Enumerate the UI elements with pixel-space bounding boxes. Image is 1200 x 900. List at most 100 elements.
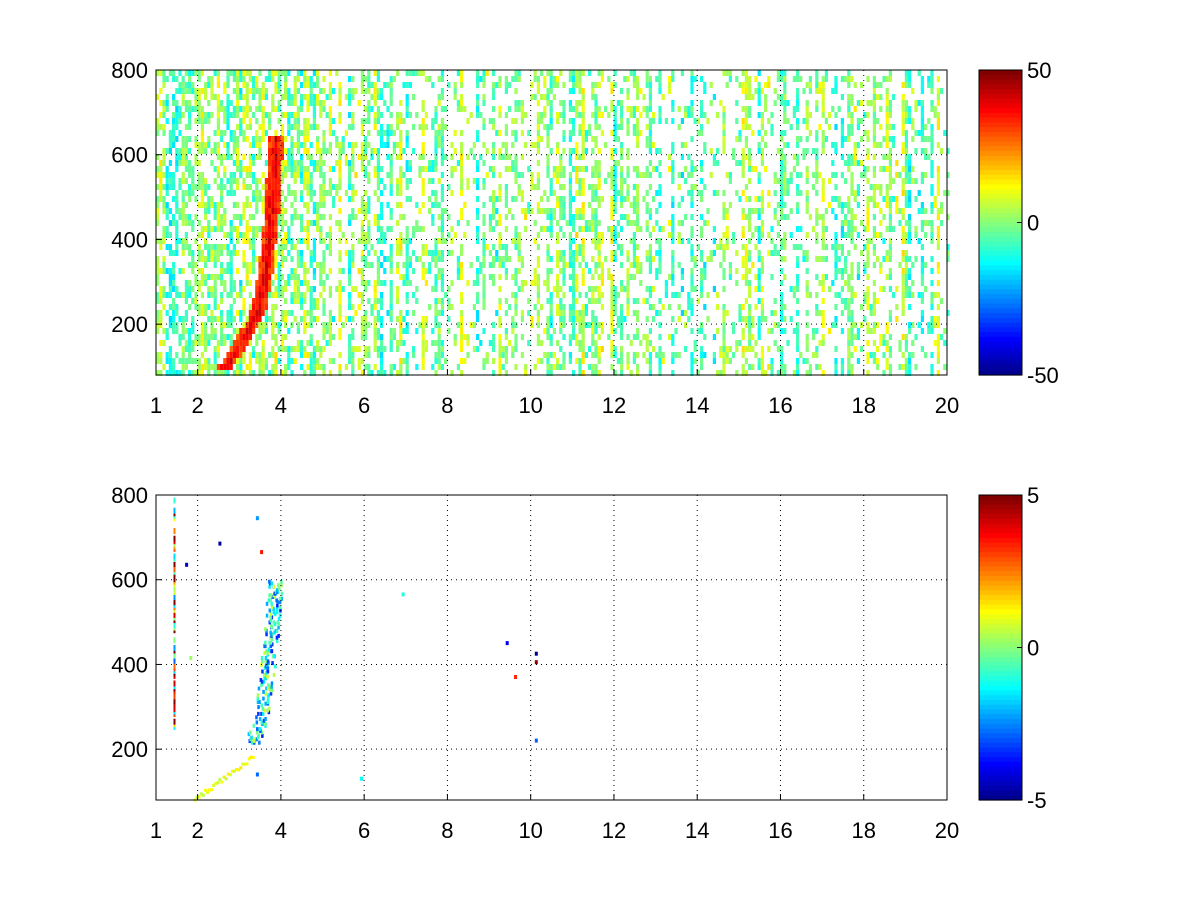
heatmap-cell bbox=[418, 172, 422, 178]
heatmap-cell bbox=[159, 196, 163, 202]
heatmap-cell bbox=[450, 142, 454, 148]
heatmap-cell bbox=[373, 304, 377, 310]
heatmap-cell bbox=[220, 226, 224, 232]
heatmap-cell bbox=[648, 214, 652, 220]
heatmap-cell bbox=[239, 130, 243, 136]
heatmap-cell bbox=[277, 322, 281, 328]
heatmap-cell bbox=[380, 352, 384, 358]
heatmap-cell bbox=[504, 226, 508, 232]
heatmap-cell bbox=[885, 358, 889, 364]
heatmap-cell bbox=[645, 358, 649, 364]
heatmap-cell bbox=[399, 136, 403, 142]
heatmap-cell bbox=[421, 142, 425, 148]
heatmap-cell bbox=[581, 280, 585, 286]
heatmap-cell bbox=[296, 88, 300, 94]
heatmap-cell bbox=[757, 226, 761, 232]
heatmap-cell bbox=[197, 340, 201, 346]
heatmap-cell bbox=[184, 316, 188, 322]
heatmap-cell bbox=[671, 292, 675, 298]
heatmap-cell bbox=[284, 316, 288, 322]
heatmap-cell bbox=[162, 70, 166, 76]
heatmap-cell bbox=[431, 364, 435, 370]
heatmap-cell bbox=[197, 106, 201, 112]
heatmap-cell bbox=[284, 82, 288, 88]
heatmap-cell bbox=[847, 358, 851, 364]
heatmap-cell bbox=[671, 352, 675, 358]
heatmap-cell bbox=[239, 334, 243, 340]
heatmap-cell bbox=[220, 364, 224, 370]
heatmap-cell bbox=[812, 148, 816, 154]
heatmap-cell bbox=[693, 76, 697, 82]
heatmap-cell bbox=[594, 220, 598, 226]
heatmap-cell bbox=[482, 244, 486, 250]
heatmap-cell bbox=[364, 334, 368, 340]
heatmap-cell bbox=[591, 208, 595, 214]
heatmap-cell bbox=[360, 232, 364, 238]
heatmap-cell bbox=[840, 358, 844, 364]
heatmap-cell bbox=[552, 352, 556, 358]
heatmap-cell bbox=[556, 142, 560, 148]
heatmap-cell bbox=[271, 178, 275, 184]
heatmap-cell bbox=[188, 166, 192, 172]
heatmap-cell bbox=[303, 172, 307, 178]
heatmap-cell bbox=[293, 94, 297, 100]
heatmap-cell bbox=[770, 130, 774, 136]
heatmap-cell bbox=[700, 124, 704, 130]
heatmap-cell bbox=[584, 148, 588, 154]
heatmap-cell bbox=[540, 226, 544, 232]
heatmap-cell bbox=[520, 280, 524, 286]
heatmap-cell bbox=[584, 304, 588, 310]
heatmap-cell bbox=[156, 172, 160, 178]
heatmap-cell bbox=[258, 124, 262, 130]
heatmap-cell bbox=[351, 184, 355, 190]
heatmap-cell bbox=[520, 208, 524, 214]
heatmap-cell bbox=[792, 106, 796, 112]
heatmap-cell bbox=[639, 130, 643, 136]
heatmap-cell bbox=[645, 256, 649, 262]
heatmap-cell bbox=[277, 76, 281, 82]
heatmap-cell bbox=[722, 70, 726, 76]
heatmap-cell bbox=[520, 334, 524, 340]
heatmap-cell bbox=[492, 190, 496, 196]
heatmap-cell bbox=[591, 292, 595, 298]
heatmap-cell bbox=[636, 82, 640, 88]
heatmap-cell bbox=[284, 232, 288, 238]
heatmap-cell bbox=[191, 358, 195, 364]
heatmap-cell bbox=[578, 316, 582, 322]
heatmap-cell bbox=[210, 202, 214, 208]
heatmap-cell bbox=[268, 244, 272, 250]
heatmap-cell bbox=[204, 214, 208, 220]
heatmap-cell bbox=[584, 226, 588, 232]
heatmap-cell bbox=[607, 268, 611, 274]
heatmap-cell bbox=[501, 346, 505, 352]
heatmap-cell bbox=[783, 112, 787, 118]
heatmap-cell bbox=[338, 310, 342, 316]
heatmap-cell bbox=[280, 334, 284, 340]
heatmap-cell bbox=[440, 274, 444, 280]
heatmap-cell bbox=[805, 196, 809, 202]
heatmap-cell bbox=[280, 310, 284, 316]
heatmap-cell bbox=[850, 292, 854, 298]
heatmap-cell bbox=[904, 340, 908, 346]
heatmap-cell bbox=[197, 76, 201, 82]
heatmap-cell bbox=[639, 280, 643, 286]
heatmap-cell bbox=[818, 88, 822, 94]
heatmap-cell bbox=[389, 160, 393, 166]
heatmap-cell bbox=[200, 268, 204, 274]
heatmap-cell bbox=[482, 364, 486, 370]
heatmap-cell bbox=[399, 316, 403, 322]
heatmap-cell bbox=[700, 346, 704, 352]
heatmap-cell bbox=[373, 250, 377, 256]
heatmap-cell bbox=[213, 202, 217, 208]
heatmap-cell bbox=[306, 244, 310, 250]
heatmap-cell bbox=[735, 340, 739, 346]
heatmap-cell bbox=[844, 256, 848, 262]
heatmap-cell bbox=[821, 76, 825, 82]
heatmap-cell bbox=[274, 370, 278, 376]
heatmap-cell bbox=[700, 112, 704, 118]
heatmap-cell bbox=[168, 142, 172, 148]
heatmap-cell bbox=[319, 112, 323, 118]
heatmap-cell bbox=[168, 130, 172, 136]
heatmap-cell bbox=[578, 76, 582, 82]
heatmap-cell bbox=[834, 250, 838, 256]
